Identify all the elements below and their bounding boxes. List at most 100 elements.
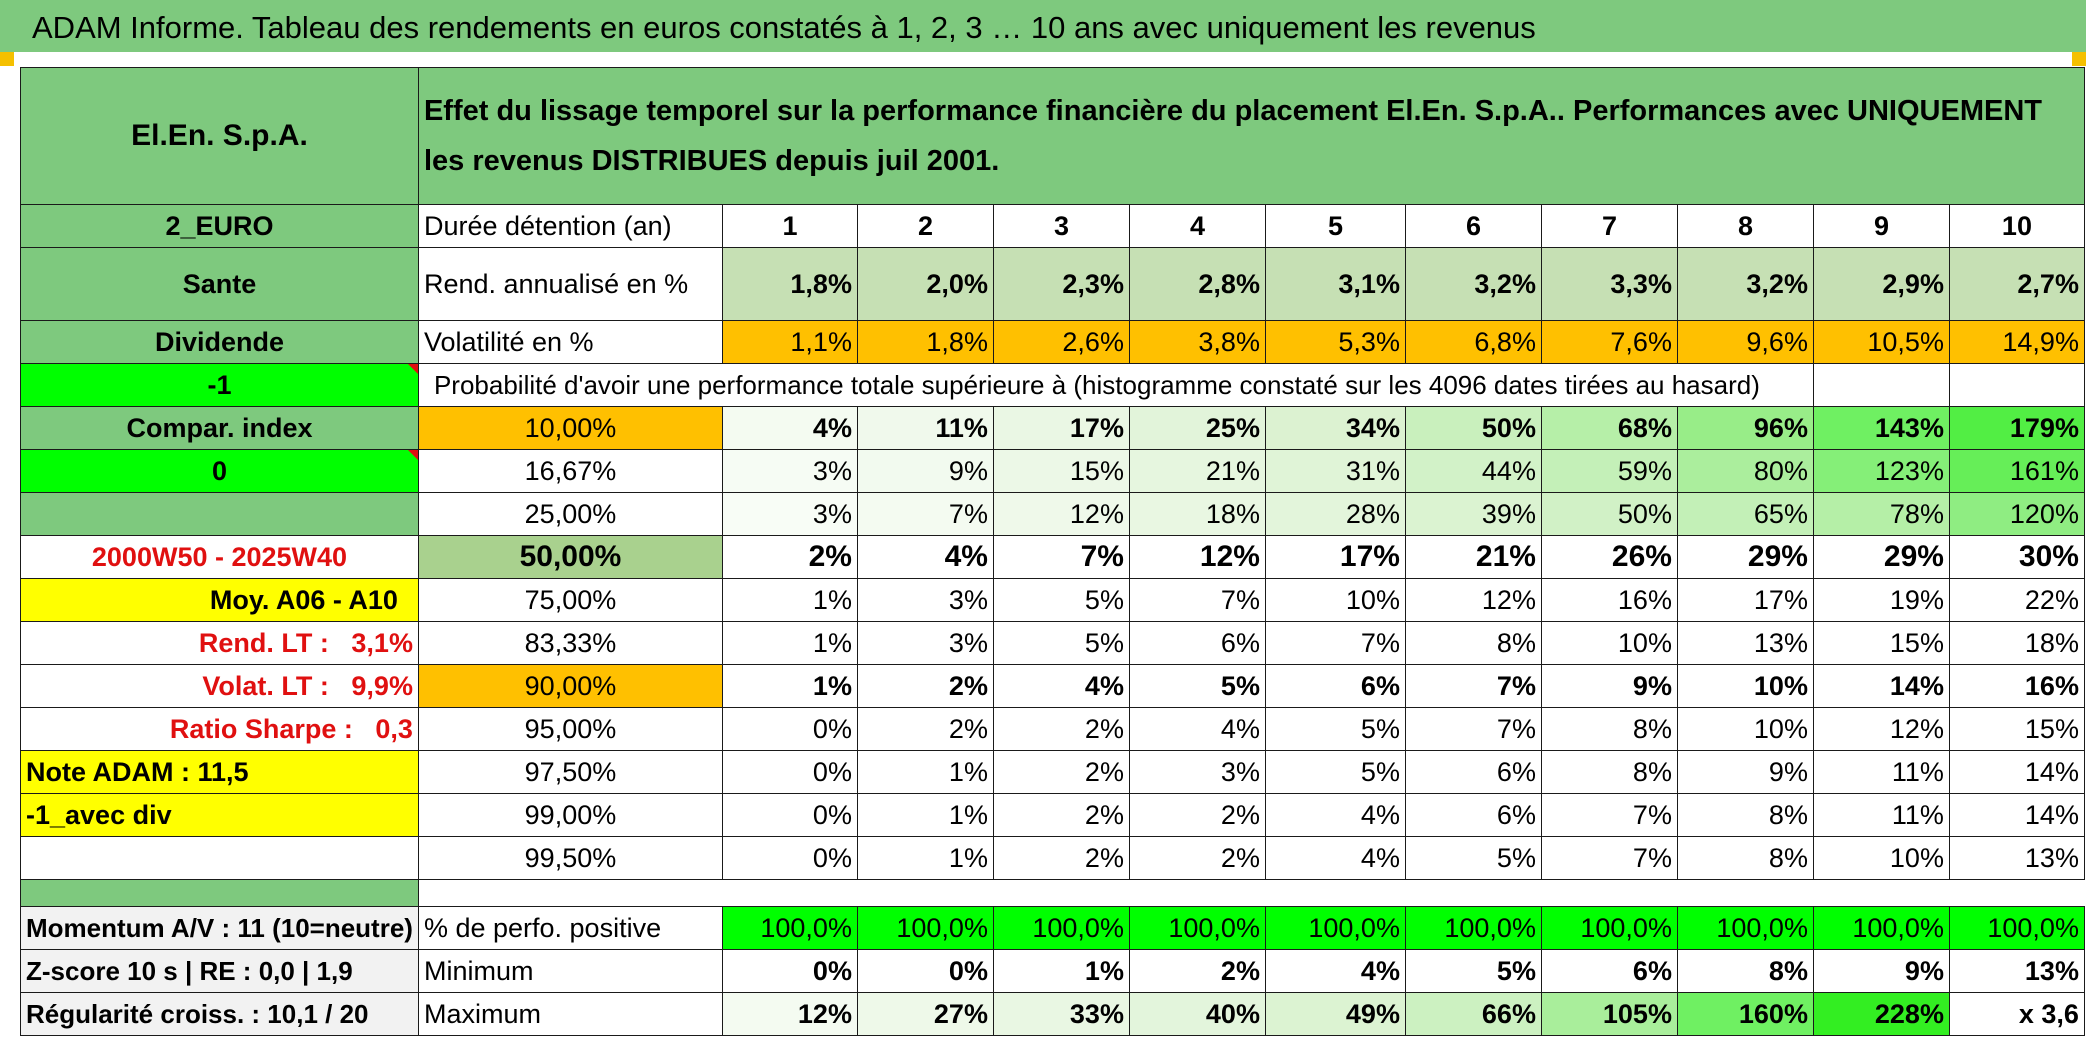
percentile-cell: 21% [1128, 449, 1266, 493]
percentile-cell: 10% [1676, 664, 1814, 708]
minimum-cell: 0% [721, 949, 858, 993]
volat-cell: 5,3% [1264, 320, 1406, 364]
prob-row: -1 Probabilité d'avoir une performance t… [20, 363, 2085, 407]
percentile-cell: 2% [992, 793, 1130, 837]
percentile-row: Compar. index 10,00% 4% 11% 17% 25% 34% … [20, 406, 2085, 450]
percentile-label: 97,50% [417, 750, 723, 794]
minimum-cell: 5% [1404, 949, 1542, 993]
minimum-cell: 4% [1264, 949, 1406, 993]
rend-lt-value: 3,1% [351, 627, 413, 658]
empty-cell [1948, 363, 2085, 407]
positive-cell: 100,0% [1948, 906, 2085, 950]
table-description: Effet du lissage temporel sur la perform… [417, 67, 2085, 205]
year-cell: 1 [721, 204, 858, 248]
percentile-cell: 8% [1540, 707, 1678, 751]
percentile-cell: 65% [1676, 492, 1814, 536]
percentile-cell: 15% [1948, 707, 2085, 751]
percentile-cell: 7% [1128, 578, 1266, 622]
rend-cell: 3,1% [1264, 247, 1406, 321]
percentile-cell: 8% [1540, 750, 1678, 794]
param-cell[interactable]: -1 [20, 363, 419, 407]
positive-cell: 100,0% [1812, 906, 1950, 950]
percentile-cell: 11% [1812, 750, 1950, 794]
percentile-cell: 0% [721, 793, 858, 837]
rend-cell: 3,2% [1404, 247, 1542, 321]
percentile-cell: 7% [1404, 664, 1542, 708]
volat-row: Dividende Volatilité en % 1,1% 1,8% 2,6%… [20, 320, 2085, 364]
percentile-cell: 7% [992, 535, 1130, 579]
percentile-cell: 15% [1812, 621, 1950, 665]
positive-cell: 100,0% [1540, 906, 1678, 950]
year-cell: 9 [1812, 204, 1950, 248]
year-cell: 5 [1264, 204, 1406, 248]
empty-cell [1812, 363, 1950, 407]
percentile-cell: 14% [1948, 750, 2085, 794]
percentile-cell: 4% [1128, 707, 1266, 751]
percentile-cell: 1% [721, 578, 858, 622]
maximum-cell: 12% [721, 992, 858, 1036]
maximum-cell: 27% [856, 992, 994, 1036]
percentile-cell: 161% [1948, 449, 2085, 493]
percentile-cell: 5% [992, 578, 1130, 622]
percentile-cell: 39% [1404, 492, 1542, 536]
percentile-cell: 29% [1812, 535, 1950, 579]
positive-cell: 100,0% [721, 906, 858, 950]
volat-cell: 3,8% [1128, 320, 1266, 364]
minimum-cell: 6% [1540, 949, 1678, 993]
percentile-label: 25,00% [417, 492, 723, 536]
percentile-row: -1_avec div 99,00% 0% 1% 2% 2% 4% 6% 7% … [20, 793, 2085, 837]
percentile-cell: 19% [1812, 578, 1950, 622]
percentile-cell: 2% [992, 707, 1130, 751]
minimum-cell: 2% [1128, 949, 1266, 993]
percentile-cell: 5% [1264, 750, 1406, 794]
percentile-label: 50,00% [417, 535, 723, 579]
percentile-label: 83,33% [417, 621, 723, 665]
currency-code: 2_EURO [20, 204, 419, 248]
percentile-cell: 9% [856, 449, 994, 493]
rend-lt: Rend. LT : 3,1% [20, 621, 419, 665]
volat-cell: 9,6% [1676, 320, 1814, 364]
percentile-cell: 59% [1540, 449, 1678, 493]
percentile-cell: 2% [992, 836, 1130, 880]
percentile-cell: 10% [1540, 621, 1678, 665]
percentile-cell: 50% [1540, 492, 1678, 536]
rend-lt-label: Rend. LT : [198, 627, 329, 658]
percentile-cell: 5% [992, 621, 1130, 665]
positive-cell: 100,0% [1404, 906, 1542, 950]
years-row: 2_EURO Durée détention (an) 1 2 3 4 5 6 … [20, 204, 2085, 248]
volat-lt: Volat. LT : 9,9% [20, 664, 419, 708]
percentile-row: Volat. LT : 9,9% 90,00% 1% 2% 4% 5% 6% 7… [20, 664, 2085, 708]
param-cell[interactable]: 0 [20, 449, 419, 493]
year-cell: 3 [992, 204, 1130, 248]
minimum-cell: 9% [1812, 949, 1950, 993]
percentile-cell: 2% [992, 750, 1130, 794]
positive-cell: 100,0% [1264, 906, 1406, 950]
percentile-row: 25,00% 3% 7% 12% 18% 28% 39% 50% 65% 78%… [20, 492, 2085, 536]
spacer-cell [20, 879, 419, 907]
percentile-label: 99,00% [417, 793, 723, 837]
positive-cell: 100,0% [992, 906, 1130, 950]
maximum-cell: 160% [1676, 992, 1814, 1036]
minimum-cell: 13% [1948, 949, 2085, 993]
type-label: Dividende [20, 320, 419, 364]
rend-label: Rend. annualisé en % [417, 247, 723, 321]
percentile-cell: 50% [1404, 406, 1542, 450]
percentile-cell: 7% [1540, 836, 1678, 880]
percentile-cell: 8% [1676, 836, 1814, 880]
rend-row: Sante Rend. annualisé en % 1,8% 2,0% 2,3… [20, 247, 2085, 321]
percentile-cell: 3% [856, 621, 994, 665]
percentile-cell: 2% [1128, 836, 1266, 880]
volat-cell: 14,9% [1948, 320, 2085, 364]
percentile-cell: 11% [1812, 793, 1950, 837]
year-cell: 10 [1948, 204, 2085, 248]
percentile-cell: 16% [1948, 664, 2085, 708]
sharpe: Ratio Sharpe : 0,3 [20, 707, 419, 751]
percentile-cell: 12% [1812, 707, 1950, 751]
percentile-cell: 78% [1812, 492, 1950, 536]
maximum-cell: 49% [1264, 992, 1406, 1036]
percentile-cell: 2% [1128, 793, 1266, 837]
percentile-cell: 11% [856, 406, 994, 450]
percentile-row: 0 16,67% 3% 9% 15% 21% 31% 44% 59% 80% 1… [20, 449, 2085, 493]
year-cell: 4 [1128, 204, 1266, 248]
percentile-cell: 5% [1264, 707, 1406, 751]
